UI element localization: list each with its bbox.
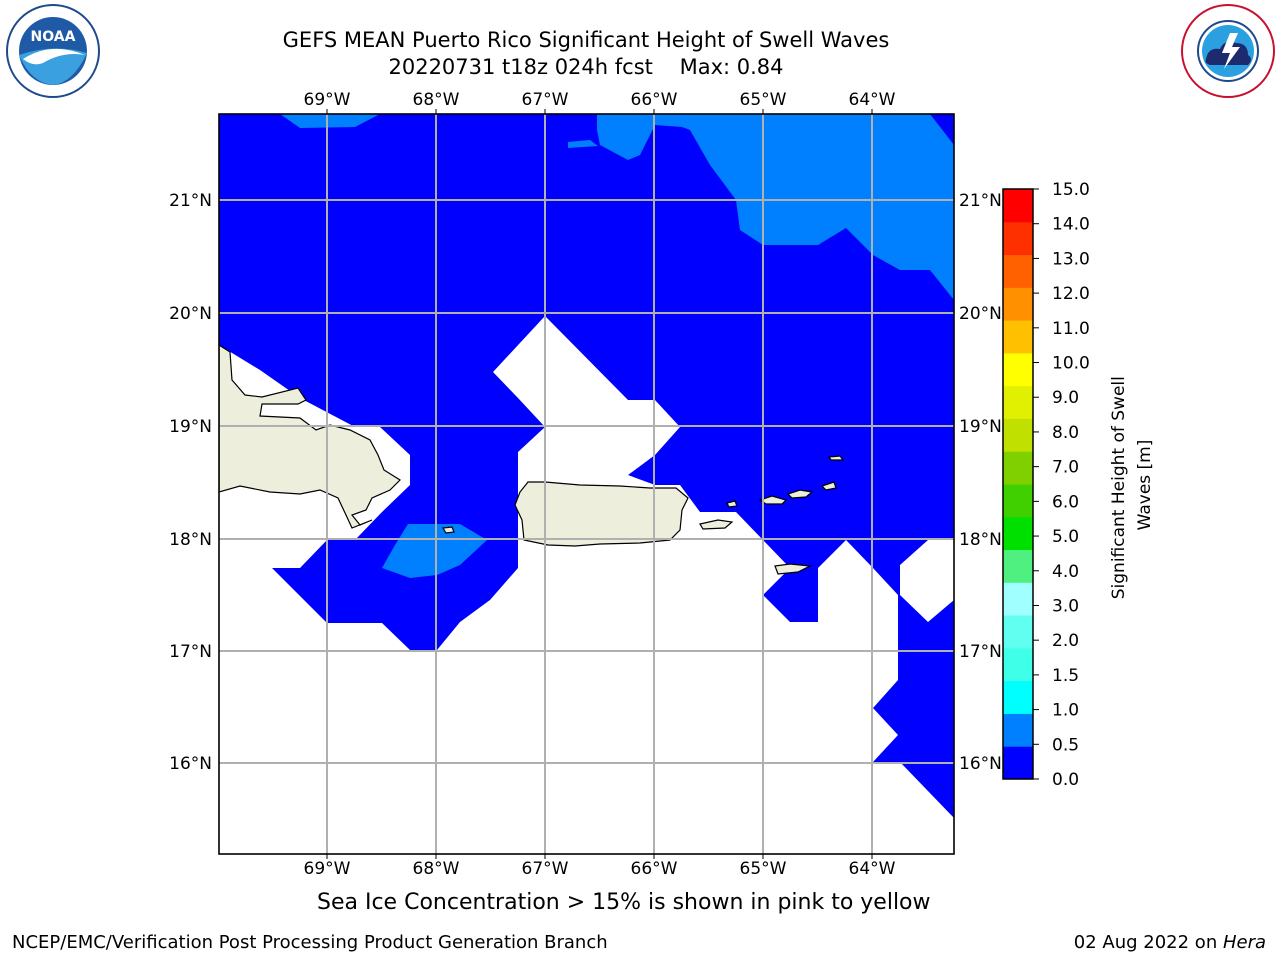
svg-text:NOAA: NOAA (31, 29, 76, 45)
colorbar-segment (1003, 254, 1033, 288)
colorbar (1002, 188, 1034, 780)
colorbar-tick-label: 10.0 (1052, 354, 1090, 374)
colorbar-tick-label: 3.0 (1052, 596, 1079, 616)
lat-tick-label-left: 20°N (169, 304, 212, 324)
colorbar-segment (1003, 287, 1033, 321)
colorbar-tick-label: 1.5 (1052, 666, 1079, 686)
puerto-rico-land (514, 481, 689, 547)
colorbar-segment (1003, 746, 1033, 780)
lon-tick-label-bottom: 69°W (304, 859, 351, 879)
colorbar-label: Significant Height of Swell Waves [m] (1109, 371, 1155, 600)
colorbar-tick-label: 2.0 (1052, 631, 1079, 651)
lon-tick-label-top: 66°W (631, 90, 678, 110)
colorbar-segment (1003, 484, 1033, 518)
colorbar-tick-label: 6.0 (1052, 492, 1079, 512)
virgin-islands-land (758, 495, 788, 505)
lon-tick-label-top: 64°W (849, 90, 896, 110)
colorbar-tick-label: 0.0 (1052, 770, 1079, 790)
lat-tick-label-right: 16°N (959, 754, 1002, 774)
colorbar-segment (1003, 221, 1033, 256)
colorbar-frame (1002, 188, 1034, 780)
lon-tick-label-bottom: 65°W (740, 859, 787, 879)
colorbar-tick-label: 1.0 (1052, 701, 1079, 721)
footer-right: 02 Aug 2022 on Hera (1074, 932, 1266, 953)
lon-tick-label-top: 65°W (740, 90, 787, 110)
virgin-islands-land (827, 455, 845, 461)
lon-tick-label-bottom: 68°W (413, 859, 460, 879)
lon-tick-label-bottom: 66°W (631, 859, 678, 879)
island-land (726, 500, 738, 508)
vieques-land (699, 519, 734, 530)
lon-tick-label-bottom: 64°W (849, 859, 896, 879)
colorbar-tick-label: 12.0 (1052, 284, 1090, 304)
lon-tick-label-top: 69°W (304, 90, 351, 110)
colorbar-segment (1003, 189, 1033, 223)
swell-field-0-0.5m (219, 114, 954, 818)
lon-tick-label-bottom: 67°W (522, 859, 569, 879)
colorbar-segment (1003, 680, 1033, 714)
colorbar-segment (1003, 320, 1033, 354)
colorbar-tick-label: 5.0 (1052, 527, 1079, 547)
swell-field-0.5-1m (280, 114, 380, 128)
colorbar-tick-label: 14.0 (1052, 215, 1090, 235)
colorbar-segment (1003, 385, 1033, 419)
lat-tick-label-right: 20°N (959, 304, 1002, 324)
colorbar-segment (1003, 451, 1033, 485)
swell-field-0.5-1m (382, 524, 487, 578)
sea-ice-note: Sea Ice Concentration > 15% is shown in … (317, 890, 931, 915)
colorbar-tick-label: 15.0 (1052, 180, 1090, 200)
colorbar-tick-label: 8.0 (1052, 423, 1079, 443)
lon-tick-label-top: 68°W (413, 90, 460, 110)
swell-field-0.5-1m (568, 140, 598, 148)
colorbar-tick-label: 7.0 (1052, 458, 1079, 478)
colorbar-segment (1003, 549, 1033, 583)
lat-tick-label-left: 19°N (169, 417, 212, 437)
lat-tick-label-right: 17°N (959, 642, 1002, 662)
mona-island-land (442, 526, 455, 534)
lon-tick-label-top: 67°W (522, 90, 569, 110)
colorbar-tick-label: 11.0 (1052, 319, 1090, 339)
swell-field-0.5-1m (597, 114, 954, 300)
colorbar-segment (1003, 418, 1033, 452)
colorbar-tick-label: 4.0 (1052, 562, 1079, 582)
colorbar-segment (1003, 516, 1033, 551)
footer-host: Hera (1222, 932, 1266, 953)
map-frame (218, 113, 955, 855)
colorbar-segment (1003, 582, 1033, 616)
colorbar-segment (1003, 713, 1033, 747)
noaa-logo-icon: NOAA (6, 4, 100, 98)
colorbar-segment (1003, 615, 1033, 649)
colorbar-segment (1003, 647, 1033, 682)
lat-tick-label-left: 18°N (169, 530, 212, 550)
colorbar-segment (1003, 352, 1033, 387)
chart-subtitle: 20220731 t18z 024h fcst Max: 0.84 (388, 55, 784, 79)
footer-left: NCEP/EMC/Verification Post Processing Pr… (12, 932, 608, 953)
st-croix-land (774, 563, 813, 575)
lat-tick-label-right: 18°N (959, 530, 1002, 550)
colorbar-tick-label: 9.0 (1052, 388, 1079, 408)
chart-title: GEFS MEAN Puerto Rico Significant Height… (282, 28, 890, 52)
gridlines (219, 114, 954, 854)
virgin-islands-land (786, 489, 814, 499)
lat-tick-label-right: 21°N (959, 191, 1002, 211)
virgin-islands-land (820, 481, 837, 491)
footer-date: 02 Aug 2022 on (1073, 932, 1223, 953)
nws-logo-icon (1181, 4, 1275, 98)
lat-tick-label-right: 19°N (959, 417, 1002, 437)
colorbar-tick-label: 13.0 (1052, 249, 1090, 269)
lat-tick-label-left: 17°N (169, 642, 212, 662)
colorbar-tick-label: 0.5 (1052, 735, 1079, 755)
lat-tick-label-left: 16°N (169, 754, 212, 774)
lat-tick-label-left: 21°N (169, 191, 212, 211)
